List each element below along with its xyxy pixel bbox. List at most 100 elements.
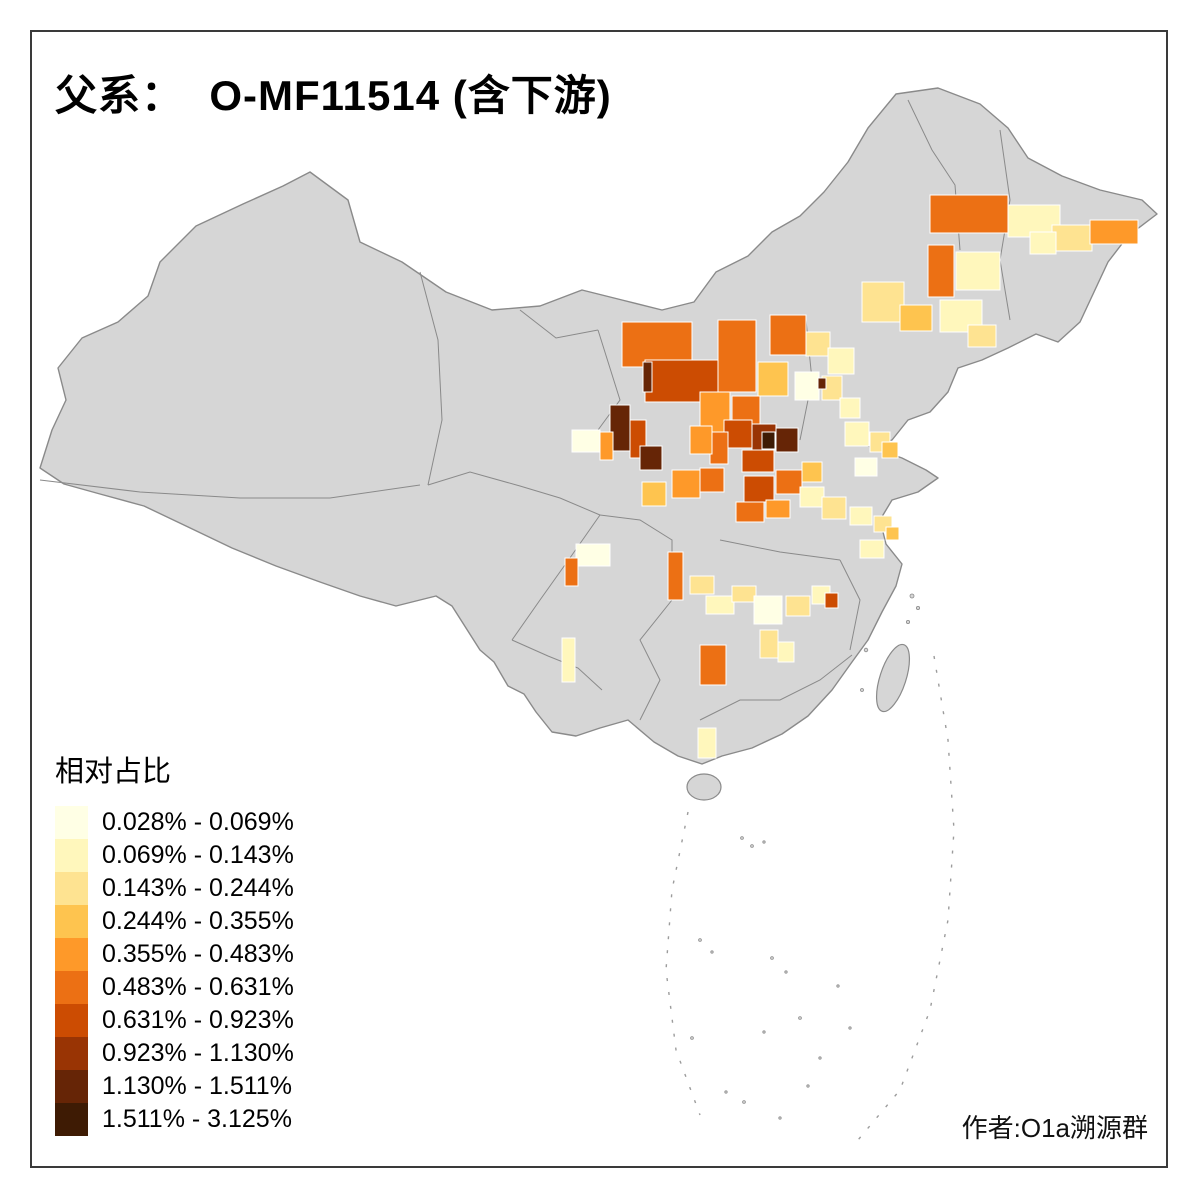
page-title: 父系： O-MF11514 (含下游)	[55, 72, 612, 119]
legend-row: 0.355% - 0.483%	[55, 938, 294, 971]
map-region	[775, 427, 799, 453]
map-region	[709, 431, 729, 465]
map-region	[805, 331, 831, 357]
map-region	[777, 641, 795, 663]
legend-label: 0.631% - 0.923%	[102, 1006, 294, 1034]
legend-row: 0.028% - 0.069%	[55, 806, 294, 839]
map-region	[899, 304, 933, 332]
legend-row: 0.483% - 0.631%	[55, 971, 294, 1004]
map-region	[561, 637, 576, 683]
map-region	[671, 469, 701, 499]
legend-label: 0.143% - 0.244%	[102, 874, 294, 902]
map-region	[642, 361, 653, 393]
legend-row: 0.069% - 0.143%	[55, 839, 294, 872]
map-region	[765, 499, 791, 519]
map-region	[827, 347, 855, 375]
map-region	[705, 595, 735, 615]
south-china-sea-islands	[690, 836, 852, 1120]
legend-swatch	[55, 1037, 88, 1070]
legend-row: 0.244% - 0.355%	[55, 905, 294, 938]
legend-swatch	[55, 1004, 88, 1037]
map-region	[955, 251, 1001, 291]
hainan-island	[686, 773, 722, 801]
map-region	[1089, 219, 1139, 245]
legend-label: 1.130% - 1.511%	[102, 1072, 292, 1100]
legend-title: 相对占比	[55, 756, 172, 788]
legend-label: 1.511% - 3.125%	[102, 1105, 292, 1133]
map-region	[801, 461, 823, 483]
map-region	[717, 319, 757, 393]
legend-swatch	[55, 971, 88, 1004]
map-region	[839, 397, 861, 419]
prefecture-patches	[561, 194, 1139, 759]
taiwan-island	[875, 643, 911, 713]
legend-label: 0.244% - 0.355%	[102, 907, 294, 935]
legend-label: 0.355% - 0.483%	[102, 940, 294, 968]
map-region	[761, 431, 776, 450]
map-region	[731, 585, 757, 603]
map-region	[785, 595, 811, 617]
map-region	[794, 371, 820, 401]
map-region	[699, 467, 725, 493]
map-region	[741, 449, 775, 473]
province-borders	[39, 99, 1011, 721]
legend-swatch	[55, 1103, 88, 1136]
map-region	[575, 543, 611, 567]
map-region	[599, 431, 614, 461]
china-mainland	[39, 87, 1158, 765]
legend-swatch	[55, 1070, 88, 1103]
map-region	[799, 486, 825, 508]
legend-label: 0.483% - 0.631%	[102, 973, 294, 1001]
map-region	[564, 557, 579, 587]
author-credit: 作者:O1a溯源群	[961, 1113, 1148, 1143]
map-region	[861, 281, 905, 323]
map-region	[775, 469, 803, 495]
legend-swatch	[55, 938, 88, 971]
map-region	[759, 629, 779, 659]
legend-row: 1.130% - 1.511%	[55, 1070, 294, 1103]
map-region	[639, 445, 663, 471]
nine-dash-line	[665, 655, 955, 1141]
legend-row: 0.923% - 1.130%	[55, 1037, 294, 1070]
map-region	[699, 644, 727, 686]
map-region	[689, 425, 713, 455]
legend-rows: 0.028% - 0.069% 0.069% - 0.143% 0.143% - 0…	[55, 806, 294, 1136]
map-region	[967, 324, 997, 348]
map-region	[735, 501, 765, 523]
legend-swatch	[55, 872, 88, 905]
map-region	[817, 377, 827, 390]
map-region	[927, 244, 955, 298]
map-region	[1029, 231, 1057, 255]
map-region	[641, 481, 667, 507]
map-region	[929, 194, 1009, 234]
map-region	[885, 526, 900, 541]
legend-row: 0.143% - 0.244%	[55, 872, 294, 905]
map-region	[859, 539, 885, 559]
map-region	[697, 727, 717, 759]
map-region	[769, 314, 807, 356]
legend: 相对占比 0.028% - 0.069% 0.069% - 0.143% 0.143…	[55, 748, 294, 1136]
map-region	[689, 575, 715, 595]
legend-swatch	[55, 905, 88, 938]
map-region	[571, 429, 601, 453]
map-region	[743, 475, 775, 503]
legend-label: 0.069% - 0.143%	[102, 841, 294, 869]
map-region	[821, 496, 847, 520]
map-region	[849, 506, 873, 526]
legend-label: 0.028% - 0.069%	[102, 808, 294, 836]
legend-swatch	[55, 806, 88, 839]
map-region	[881, 441, 899, 459]
legend-label: 0.923% - 1.130%	[102, 1039, 294, 1067]
legend-swatch	[55, 839, 88, 872]
map-region	[824, 592, 839, 609]
map-region	[753, 595, 783, 625]
legend-row: 0.631% - 0.923%	[55, 1004, 294, 1037]
map-region	[844, 421, 870, 447]
legend-row: 1.511% - 3.125%	[55, 1103, 294, 1136]
map-region	[854, 457, 878, 477]
map-region	[667, 551, 684, 601]
coastal-islets	[860, 593, 921, 692]
map-region	[1051, 224, 1093, 252]
map-region	[757, 361, 789, 397]
